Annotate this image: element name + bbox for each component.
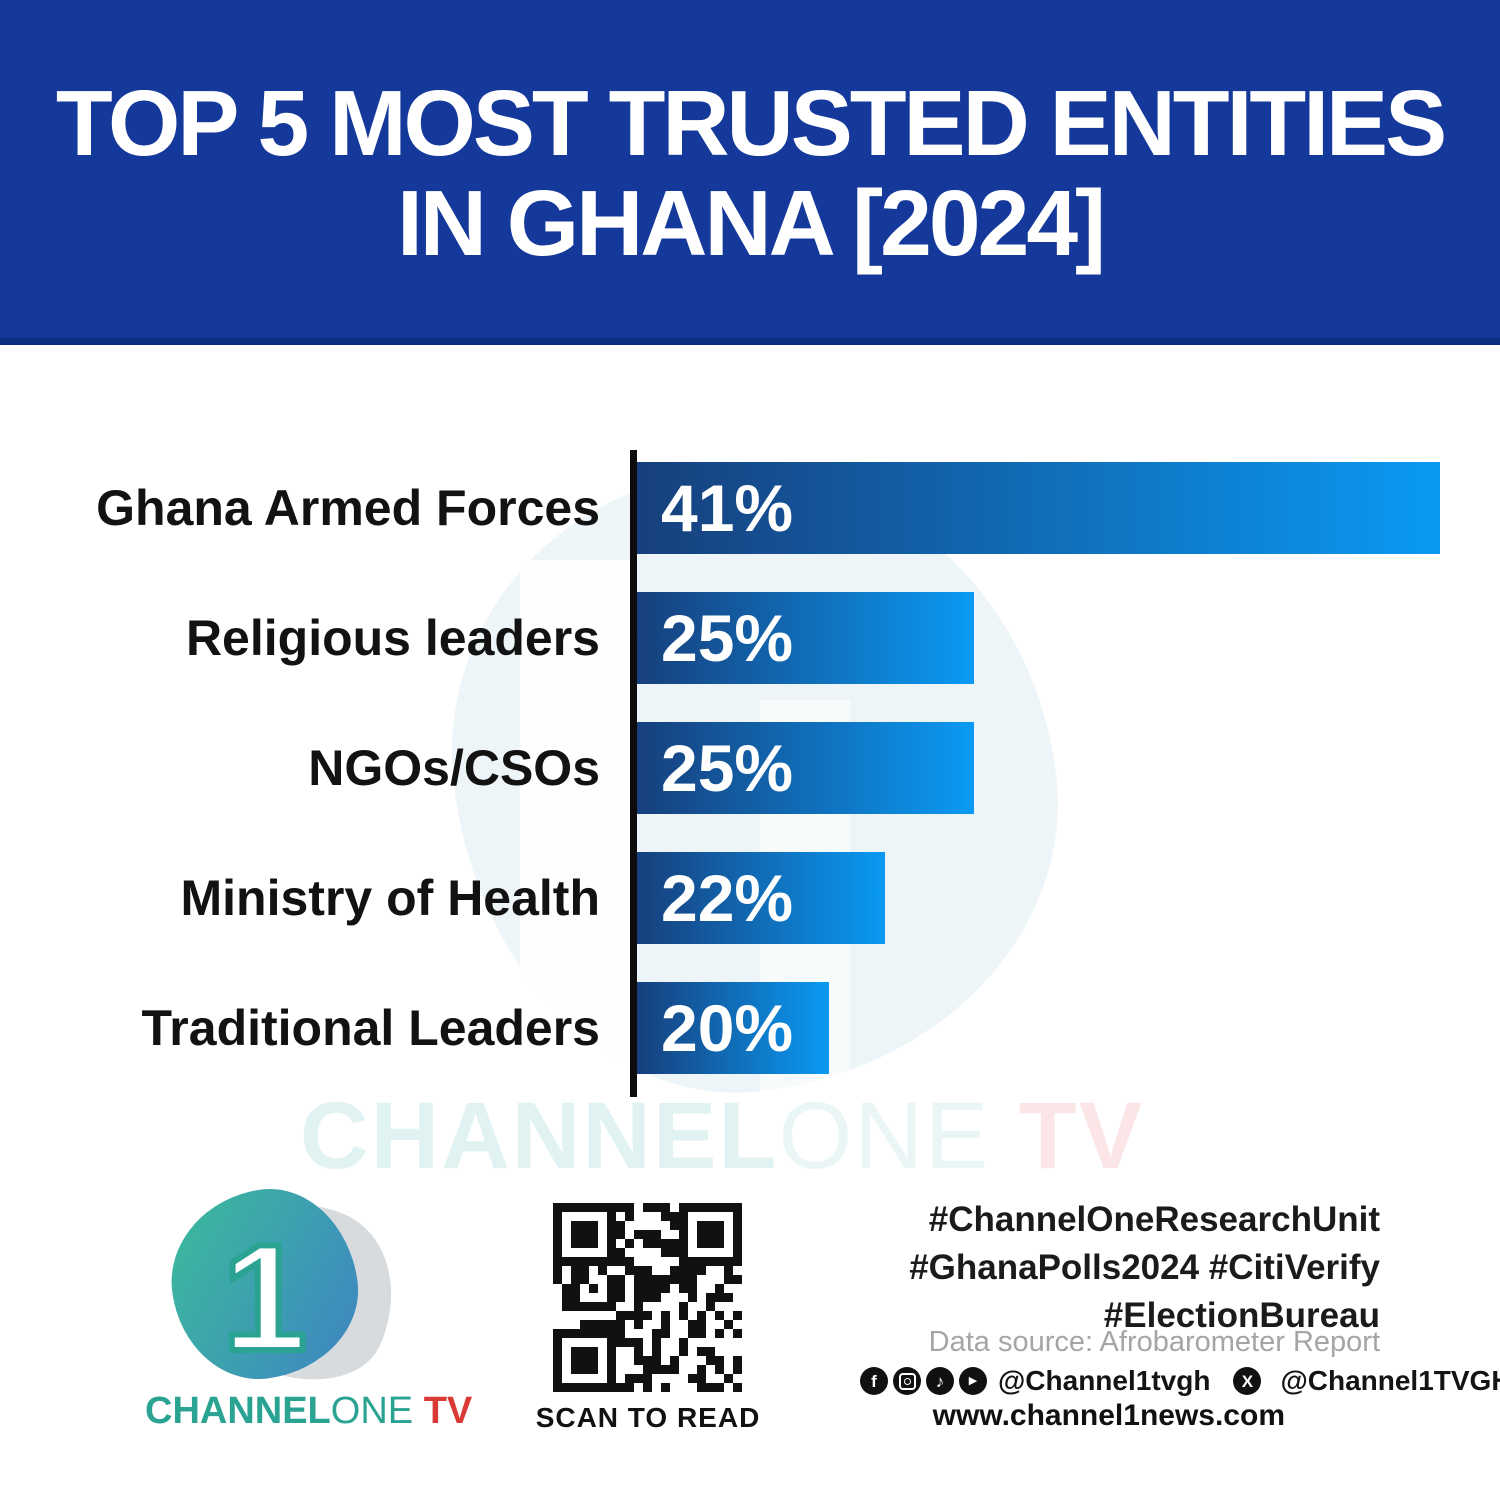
bar-ngos-csos: 25% [637,722,974,814]
bar-row: Ghana Armed Forces 41% [0,462,1500,554]
logo-wordmark: CHANNELONE TV [145,1390,472,1433]
category-label: Religious leaders [185,610,600,666]
category-label: Traditional Leaders [141,1000,600,1056]
bar-row: Traditional Leaders 20% [0,982,1500,1074]
hashtag-line: #ChannelOneResearchUnit [928,1200,1380,1239]
bar-traditional-leaders: 20% [637,982,829,1074]
category-label: NGOs/CSOs [308,740,600,796]
social-media-row: f ♪ ▶ @Channel1tvgh X @Channel1TVGHA [860,1365,1500,1397]
value-label: 20% [661,991,794,1065]
hashtag-line: #GhanaPolls2024 #CitiVerify [909,1248,1380,1287]
website-url: www.channel1news.com [932,1399,1285,1432]
x-icon: X [1233,1367,1262,1395]
bar-row: Religious leaders 25% [0,592,1500,684]
bar-religious-leaders: 25% [637,592,974,684]
watermark-tv: TV [990,1083,1145,1189]
page-title-line2: IN GHANA [2024] [396,170,1106,275]
bar-row: Ministry of Health 22% [0,852,1500,944]
hashtag-block: #ChannelOneResearchUnit #GhanaPolls2024 … [909,1196,1380,1340]
youtube-icon: ▶ [959,1367,987,1395]
wordmark-tv: TV [413,1390,473,1432]
y-axis-line [630,450,637,1097]
wordmark-channel: CHANNEL [145,1390,331,1432]
category-label: Ministry of Health [180,870,600,926]
x-handle: @Channel1TVGHA [1280,1365,1500,1396]
bar-ministry-of-health: 22% [637,852,885,944]
value-label: 22% [661,861,794,935]
qr-caption: SCAN TO READ [535,1402,761,1433]
data-source-note: Data source: Afrobarometer Report [928,1326,1380,1358]
instagram-icon [893,1367,921,1395]
value-label: 41% [661,471,794,545]
facebook-icon: f [860,1367,888,1395]
logo-digit-1: 1 [219,1213,310,1383]
page-title-line1: TOP 5 MOST TRUSTED ENTITIES [55,70,1447,175]
bar-row: NGOs/CSOs 25% [0,722,1500,814]
bar-ghana-armed-forces: 41% [637,462,1440,554]
hashtag-line: #ElectionBureau [1103,1296,1380,1335]
tiktok-icon: ♪ [926,1367,954,1395]
watermark-one: ONE [778,1083,991,1189]
header-banner: TOP 5 MOST TRUSTED ENTITIES IN GHANA [20… [0,0,1500,345]
value-label: 25% [661,731,794,805]
qr-code [553,1203,742,1392]
watermark-channel: CHANNEL [300,1083,779,1189]
channel-one-text-watermark: CHANNELONE TV [300,1082,1144,1191]
category-label: Ghana Armed Forces [96,480,600,536]
value-label: 25% [661,601,794,675]
social-handle: @Channel1tvgh [998,1365,1211,1396]
wordmark-one: ONE [330,1390,414,1432]
watermark-stripe [520,560,630,1100]
